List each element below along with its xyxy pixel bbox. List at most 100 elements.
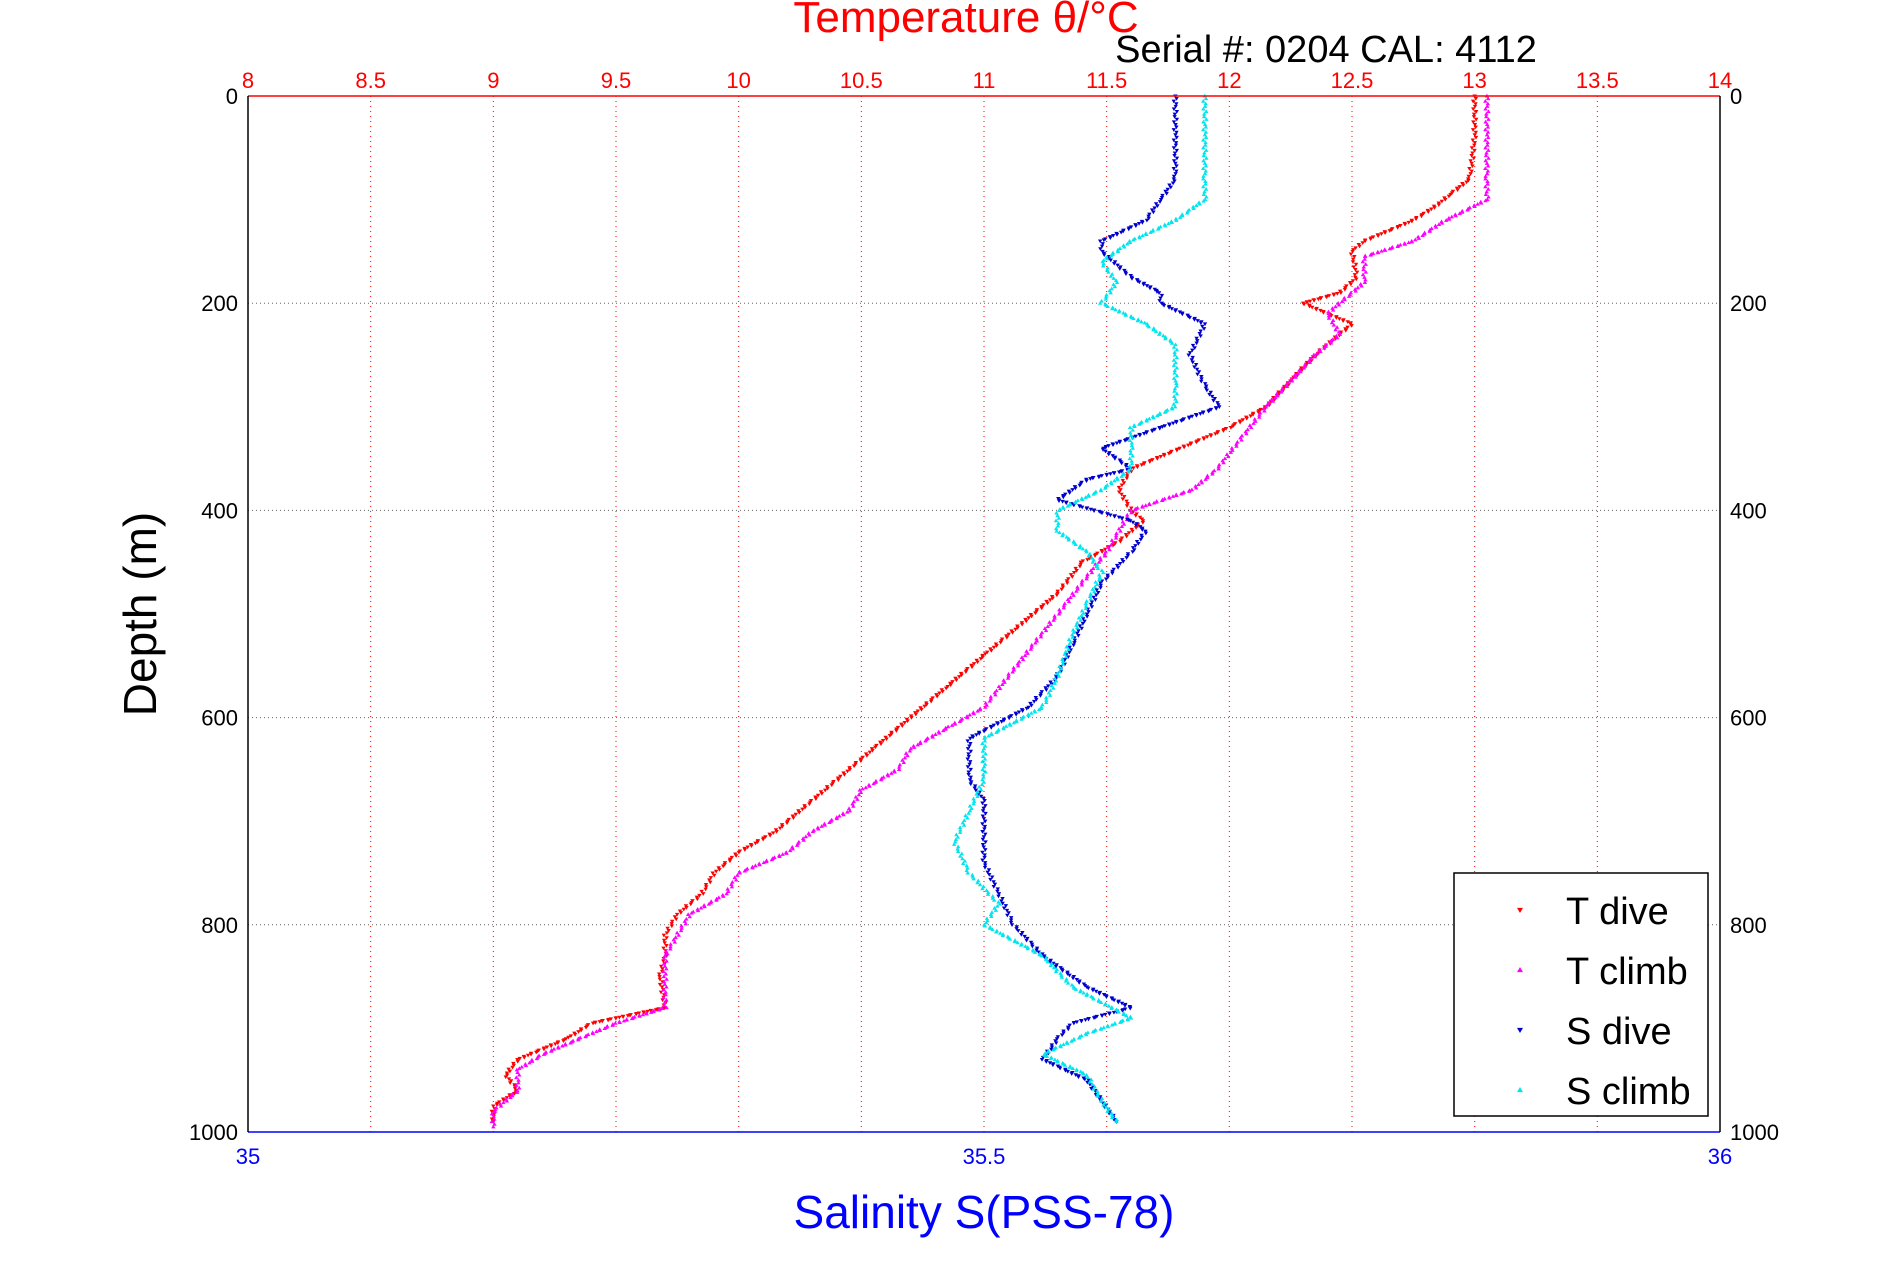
data-point <box>1362 280 1368 285</box>
data-point <box>957 675 962 679</box>
data-point <box>1190 360 1195 365</box>
data-point <box>984 920 989 925</box>
data-point <box>1120 229 1126 234</box>
data-point <box>990 894 995 898</box>
data-point <box>1038 634 1044 639</box>
data-point <box>1314 307 1319 312</box>
depth-tick-label-left: 400 <box>201 498 238 523</box>
data-point <box>1130 529 1135 534</box>
data-point <box>1091 1086 1096 1091</box>
data-point <box>1208 390 1214 395</box>
data-point <box>1115 565 1121 570</box>
depth-tick-label-right: 200 <box>1730 291 1767 316</box>
data-point <box>1155 413 1160 418</box>
data-point <box>1015 940 1020 945</box>
data-point <box>983 743 988 748</box>
data-point <box>1077 624 1083 629</box>
data-point <box>1217 405 1222 409</box>
data-point <box>1174 355 1180 360</box>
data-point <box>665 926 670 931</box>
data-point <box>1124 476 1130 481</box>
data-point <box>663 971 669 976</box>
data-point <box>657 977 663 982</box>
data-point <box>674 912 680 917</box>
data-point <box>990 927 995 932</box>
data-point <box>1125 1017 1131 1022</box>
data-point <box>1120 558 1125 562</box>
data-point <box>819 824 824 828</box>
data-point <box>983 848 988 852</box>
data-point <box>1140 504 1145 509</box>
data-point <box>1206 409 1211 414</box>
data-point <box>953 837 959 842</box>
data-point <box>1301 365 1307 370</box>
data-point <box>1104 995 1109 999</box>
data-point <box>1190 348 1195 353</box>
data-point <box>629 1016 635 1021</box>
data-point <box>1053 674 1059 679</box>
data-point <box>760 837 766 842</box>
data-point <box>1470 151 1475 156</box>
data-point <box>1360 272 1366 277</box>
data-point <box>661 961 667 966</box>
data-point <box>1085 1075 1090 1079</box>
data-point <box>1486 109 1491 114</box>
data-point <box>959 851 965 856</box>
data-point <box>1355 285 1361 290</box>
data-point <box>1170 406 1175 411</box>
data-point <box>1443 198 1448 202</box>
data-point <box>576 1030 581 1034</box>
data-point <box>1483 153 1489 158</box>
data-point <box>519 1064 525 1069</box>
data-point <box>1034 946 1040 951</box>
data-point <box>1049 1043 1055 1048</box>
data-point <box>742 868 747 873</box>
data-point <box>1103 449 1108 454</box>
data-point <box>966 770 971 775</box>
data-point <box>1008 918 1014 923</box>
data-point <box>620 1015 626 1019</box>
data-point <box>1174 117 1180 122</box>
data-point <box>1077 989 1083 994</box>
data-point <box>1056 508 1062 512</box>
data-point <box>1201 119 1206 124</box>
data-point <box>1171 159 1177 163</box>
data-point <box>515 1070 520 1074</box>
depth-tick-label-left: 600 <box>201 706 238 731</box>
data-point <box>1066 647 1071 651</box>
data-point <box>1170 421 1176 426</box>
data-point <box>1059 587 1064 592</box>
depth-tick-label-right: 800 <box>1730 913 1767 938</box>
data-point <box>1370 235 1376 240</box>
data-point <box>1289 376 1294 381</box>
data-point <box>902 720 907 725</box>
data-point <box>1006 673 1011 678</box>
data-point <box>1485 171 1490 176</box>
data-point <box>1090 1082 1095 1086</box>
data-point <box>1109 481 1114 486</box>
data-point <box>1402 241 1408 246</box>
series-t-dive <box>489 94 1479 1124</box>
data-point <box>962 818 967 822</box>
data-point <box>1114 1117 1119 1122</box>
data-point <box>1469 154 1474 158</box>
data-point <box>1096 590 1101 595</box>
temperature-tick-label: 10 <box>726 68 750 93</box>
data-point <box>1203 382 1208 386</box>
data-point <box>1193 485 1199 490</box>
data-point <box>661 979 667 984</box>
data-point <box>1201 111 1207 116</box>
data-point <box>965 866 970 870</box>
data-point <box>918 741 923 746</box>
data-point <box>1158 454 1163 459</box>
data-point <box>1135 465 1140 470</box>
data-point <box>1055 1059 1060 1064</box>
data-point <box>864 754 870 758</box>
data-point <box>1048 680 1053 685</box>
data-point <box>1256 410 1261 415</box>
data-point <box>1060 969 1065 973</box>
data-point <box>1126 227 1131 232</box>
data-point <box>1079 580 1084 585</box>
data-point <box>777 854 782 858</box>
data-point <box>1171 363 1177 367</box>
